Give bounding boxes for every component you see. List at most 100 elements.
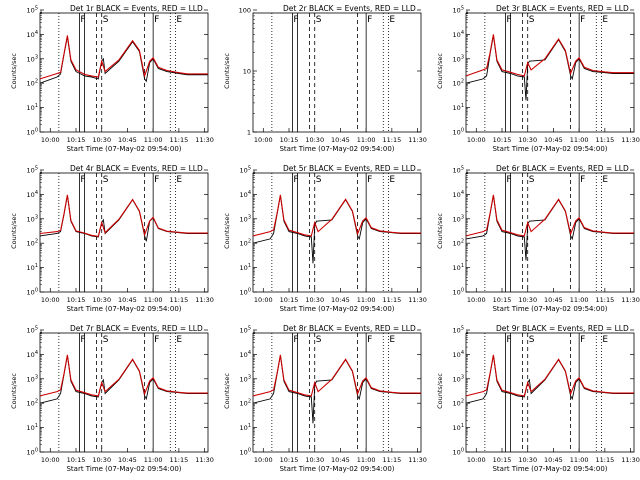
panel-title: Det 8r BLACK = Events, RED = LLD	[283, 324, 416, 333]
x-axis-label: Start Time (07-May-02 09:54:00)	[66, 145, 181, 153]
x-tick-label: 10:00	[467, 456, 486, 464]
time-marker-label: F	[293, 15, 298, 25]
time-marker-label: S	[529, 15, 535, 25]
time-marker-label: F	[367, 15, 372, 25]
x-tick-label: 10:00	[467, 296, 486, 304]
x-tick-label: 10:30	[518, 456, 537, 464]
time-marker-label: S	[316, 335, 322, 345]
x-tick-label: 11:15	[382, 296, 401, 304]
y-tick-label: 100	[27, 448, 38, 457]
x-axis-label: Start Time (07-May-02 09:54:00)	[279, 305, 394, 313]
y-tick-label: 1	[247, 129, 251, 137]
detector-panel: Det 1r BLACK = Events, RED = LLD 100 101 10…	[10, 4, 214, 153]
x-tick-label: 10:00	[41, 136, 60, 144]
x-tick-label: 11:15	[169, 456, 188, 464]
x-tick-label: 11:00	[570, 136, 589, 144]
x-axis-label: Start Time (07-May-02 09:54:00)	[492, 305, 607, 313]
time-marker-label: F	[580, 335, 585, 345]
series-line	[39, 194, 208, 238]
x-tick-label: 10:45	[118, 136, 137, 144]
time-marker-label: S	[103, 15, 109, 25]
y-tick-label: 103	[27, 54, 38, 63]
x-tick-label: 11:15	[595, 296, 614, 304]
panel-title: Det 7r BLACK = Events, RED = LLD	[70, 324, 203, 333]
time-marker-label: E	[389, 15, 395, 25]
x-tick-label: 11:15	[382, 456, 401, 464]
plot-frame	[465, 332, 635, 453]
time-marker-label: F	[293, 175, 298, 185]
y-tick-label: 105	[453, 6, 464, 15]
series-line	[39, 35, 208, 80]
y-tick-label: 102	[240, 239, 251, 248]
plot-frame	[39, 12, 209, 133]
x-tick-label: 10:45	[544, 456, 563, 464]
x-axis-label: Start Time (07-May-02 09:54:00)	[66, 465, 181, 473]
time-marker-label: F	[580, 15, 585, 25]
time-marker-label: F	[80, 15, 85, 25]
detector-panel: Det 8r BLACK = Events, RED = LLD 100 101 10…	[223, 324, 427, 473]
x-tick-label: 11:30	[621, 296, 640, 304]
plot-frame	[465, 172, 635, 293]
x-tick-label: 10:30	[518, 136, 537, 144]
y-tick-label: 101	[453, 103, 464, 112]
x-tick-label: 10:15	[67, 296, 86, 304]
y-tick-label: 104	[453, 30, 464, 39]
series-line	[465, 354, 634, 397]
y-tick-label: 105	[27, 166, 38, 175]
time-marker-label: E	[602, 15, 608, 25]
series-line	[39, 354, 208, 397]
y-tick-label: 105	[240, 166, 251, 175]
y-tick-label: 103	[27, 374, 38, 383]
x-tick-label: 10:15	[67, 456, 86, 464]
time-marker-label: S	[103, 335, 109, 345]
panel-title: Det 6r BLACK = Events, RED = LLD	[496, 164, 629, 173]
x-tick-label: 10:30	[305, 296, 324, 304]
time-marker-label: E	[602, 175, 608, 185]
x-tick-label: 10:30	[92, 136, 111, 144]
y-tick-label: 100	[453, 128, 464, 137]
y-tick-label: 102	[453, 79, 464, 88]
detector-panel: Det 9r BLACK = Events, RED = LLD 100 101 10…	[436, 324, 640, 473]
series-line	[39, 36, 208, 84]
time-marker-label: F	[506, 175, 511, 185]
x-tick-label: 11:00	[144, 456, 163, 464]
x-tick-label: 10:45	[544, 296, 563, 304]
y-tick-label: 100	[27, 288, 38, 297]
time-marker-label: F	[293, 335, 298, 345]
x-tick-label: 10:45	[331, 136, 350, 144]
y-tick-label: 100	[27, 128, 38, 137]
x-axis-label: Start Time (07-May-02 09:54:00)	[66, 305, 181, 313]
x-tick-label: 11:15	[595, 456, 614, 464]
y-tick-label: 104	[240, 350, 251, 359]
x-tick-label: 11:30	[408, 296, 427, 304]
x-tick-label: 11:00	[357, 296, 376, 304]
y-axis-label: Counts/sec	[10, 213, 18, 249]
x-tick-label: 11:30	[621, 136, 640, 144]
x-tick-label: 11:00	[144, 296, 163, 304]
x-tick-label: 11:15	[169, 296, 188, 304]
y-tick-label: 104	[27, 350, 38, 359]
time-marker-label: F	[367, 335, 372, 345]
x-tick-label: 11:30	[195, 456, 214, 464]
y-axis-label: Counts/sec	[223, 373, 231, 409]
y-tick-label: 101	[27, 263, 38, 272]
x-tick-label: 11:30	[195, 296, 214, 304]
x-axis-label: Start Time (07-May-02 09:54:00)	[492, 465, 607, 473]
y-tick-label: 105	[453, 326, 464, 335]
x-tick-label: 11:15	[169, 136, 188, 144]
detector-panel: Det 3r BLACK = Events, RED = LLD 100 101 10…	[436, 4, 640, 153]
x-tick-label: 10:15	[493, 456, 512, 464]
y-tick-label: 103	[453, 54, 464, 63]
x-tick-label: 10:30	[305, 136, 324, 144]
x-tick-label: 10:00	[254, 456, 273, 464]
series-line	[39, 355, 208, 404]
x-tick-label: 11:30	[408, 136, 427, 144]
x-tick-label: 10:45	[544, 136, 563, 144]
panel-title: Det 1r BLACK = Events, RED = LLD	[70, 4, 203, 13]
y-tick-label: 102	[27, 79, 38, 88]
x-tick-label: 11:30	[408, 456, 427, 464]
x-tick-label: 11:00	[144, 136, 163, 144]
x-tick-label: 10:15	[280, 296, 299, 304]
panel-title: Det 2r BLACK = Events, RED = LLD	[283, 4, 416, 13]
